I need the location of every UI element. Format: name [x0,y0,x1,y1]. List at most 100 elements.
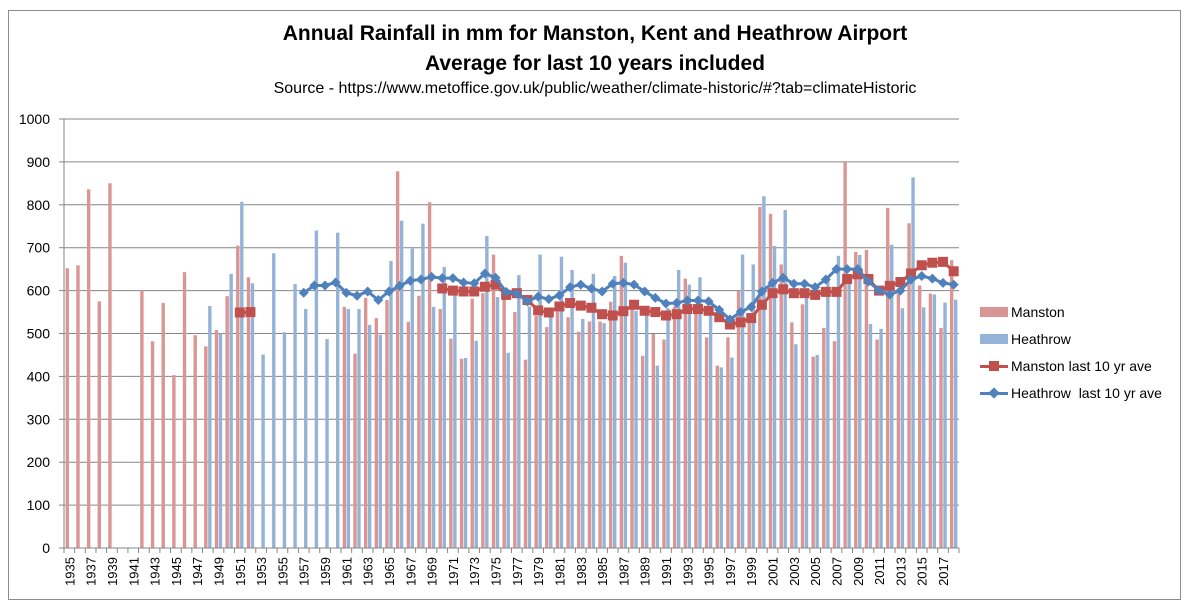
bar-manston [246,277,251,548]
bar-heathrow [826,276,830,548]
bar-heathrow [431,306,436,548]
heathrow-avg-point [320,280,331,291]
x-tick-label: 1991 [659,557,674,586]
bar-manston [726,337,730,548]
bar-manston [918,285,922,548]
legend: Manston Heathrow Manston last 10 yr ave … [980,298,1180,406]
bar-manston [949,260,954,548]
bar-manston [427,202,432,548]
manston-avg-point [895,277,906,288]
x-tick-label: 1995 [702,557,717,586]
bar-heathrow [581,318,585,548]
bar-heathrow [208,306,212,548]
bar-manston [694,313,698,548]
bar-heathrow [367,324,372,548]
manston-avg-point [618,306,629,317]
bar-heathrow [314,230,319,549]
bar-manston [822,327,826,548]
bar-manston [886,207,890,549]
x-tick-label: 1989 [638,557,653,586]
heathrow-avg-point [607,278,618,289]
legend-line-diamond-icon [980,386,1008,399]
heathrow-avg-point [533,291,544,302]
manston-avg-point [671,309,682,320]
heathrow-avg-point [927,273,938,284]
bar-heathrow [240,201,244,548]
bar-heathrow [655,365,660,548]
bar-heathrow [900,308,905,548]
bar-heathrow [506,352,510,548]
heathrow-avg-point [735,307,746,318]
heathrow-avg-point [948,279,959,290]
manston-avg-point [469,286,480,297]
bar-heathrow [815,354,819,548]
manston-avg-point [842,274,853,285]
heathrow-avg-point [522,296,533,307]
bar-heathrow [613,276,617,548]
bar-manston [939,327,943,548]
bar-manston [811,356,815,548]
bar-manston [768,213,773,548]
heathrow-avg-point [575,279,586,290]
bar-heathrow [559,256,564,548]
heathrow-avg-point [682,295,693,306]
bar-manston [736,291,741,548]
legend-label: Heathrow [1011,330,1071,347]
bar-manston [459,358,464,548]
y-tick-label: 800 [27,197,51,213]
bar-heathrow [708,313,713,548]
heathrow-avg-point [767,277,778,288]
x-tick-label: 1967 [403,557,418,586]
bar-heathrow [676,270,681,548]
bar-manston [630,306,634,548]
bar-manston [150,341,155,548]
bar-manston [449,338,453,548]
manston-avg-point [597,309,608,320]
y-tick-label: 900 [27,154,51,170]
bar-heathrow [762,196,766,548]
x-axis: 1935 1937 1939 1941 1943 1945 1947 1949 1951 1953… [62,547,960,586]
bar-manston [374,318,379,548]
bar-manston [619,255,624,548]
heathrow-avg-point [298,287,309,298]
manston-avg-point [884,280,895,291]
bar-heathrow [794,344,798,548]
bar-manston [566,317,570,548]
heathrow-avg-point [554,290,565,301]
bar-manston [928,293,933,548]
bar-heathrow [644,313,649,548]
heathrow-avg-point [692,295,703,306]
manston-avg-point [788,288,799,299]
manston-avg-point [660,310,671,321]
bar-manston [523,359,528,548]
heathrow-avg-point [714,304,725,315]
manston-avg-point [479,281,490,292]
chart-source: Source - https://www.metoffice.gov.uk/pu… [273,80,917,97]
x-tick-label: 1947 [190,557,205,586]
heathrow-avg-point [639,286,650,297]
bar-manston [896,293,901,548]
x-tick-label: 1939 [105,557,120,586]
bar-heathrow [453,292,457,548]
manston-avg-point [756,299,767,310]
y-tick-label: 300 [27,411,51,427]
bar-heathrow [666,308,670,548]
bar-manston [779,264,783,548]
bar-manston [609,301,613,548]
x-tick-label: 1981 [552,557,567,586]
bar-heathrow [953,299,958,548]
heathrow-avg-point [938,277,949,288]
x-tick-label: 2001 [766,557,781,586]
bar-manston [502,294,506,548]
bar-manston [108,183,112,548]
bars [65,161,958,549]
bar-heathrow [602,323,606,548]
manston-avg-point [916,260,927,271]
bar-heathrow [410,248,414,549]
bar-manston [236,245,240,548]
heathrow-avg-point [906,274,917,285]
bar-manston [598,321,602,548]
manston-avg-point [927,257,938,268]
bar-heathrow [943,302,947,548]
x-tick-label: 1945 [169,557,184,586]
